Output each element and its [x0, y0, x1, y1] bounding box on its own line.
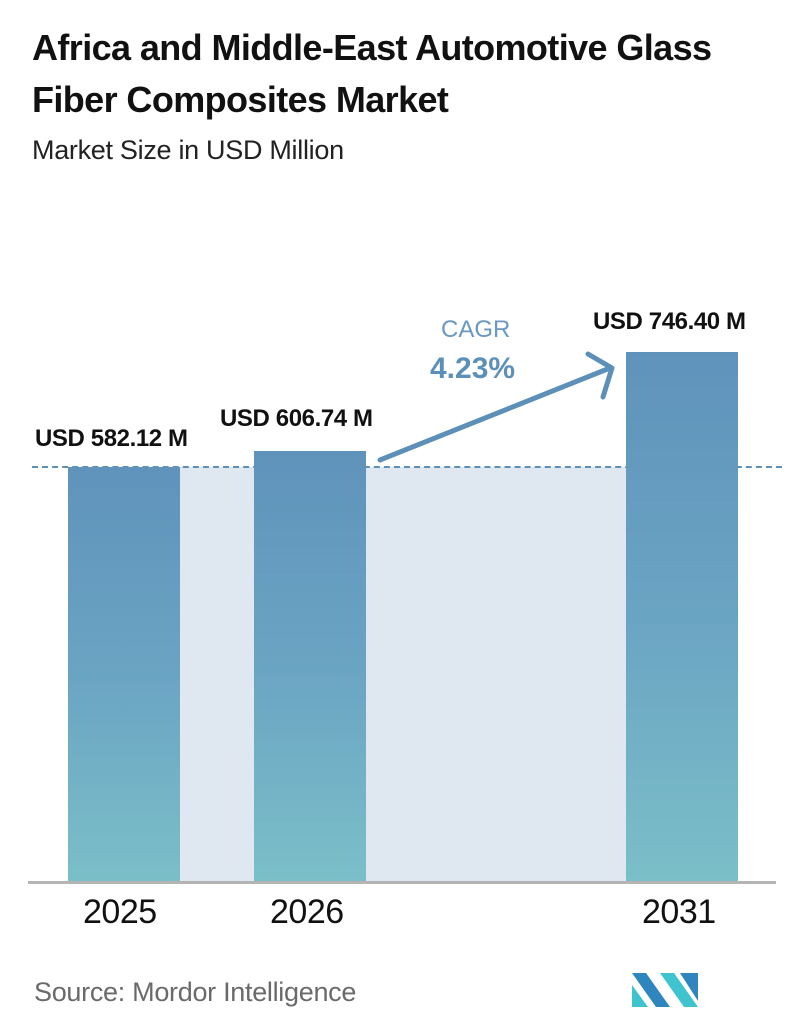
chart-title: Africa and Middle-East Automotive Glass … — [32, 27, 712, 120]
bar-2031 — [626, 352, 738, 881]
cagr-label: CAGR — [441, 316, 511, 343]
bar-2025 — [68, 467, 180, 881]
x-label-2026: 2026 — [270, 893, 344, 931]
value-label-2031: USD 746.40 M — [593, 308, 746, 335]
mordor-intelligence-logo-icon — [632, 973, 698, 1007]
cagr-value: 4.23% — [430, 352, 516, 385]
bar-2026 — [254, 451, 366, 881]
reference-dashed-line — [32, 466, 782, 468]
source-text: Source: Mordor Intelligence — [34, 977, 357, 1007]
x-label-2025: 2025 — [83, 893, 157, 931]
value-label-2025: USD 582.12 M — [35, 425, 188, 452]
chart-subtitle: Market Size in USD Million — [32, 135, 344, 165]
x-label-2031: 2031 — [642, 893, 716, 931]
value-label-2026: USD 606.74 M — [220, 405, 373, 432]
x-axis-line — [28, 881, 776, 884]
